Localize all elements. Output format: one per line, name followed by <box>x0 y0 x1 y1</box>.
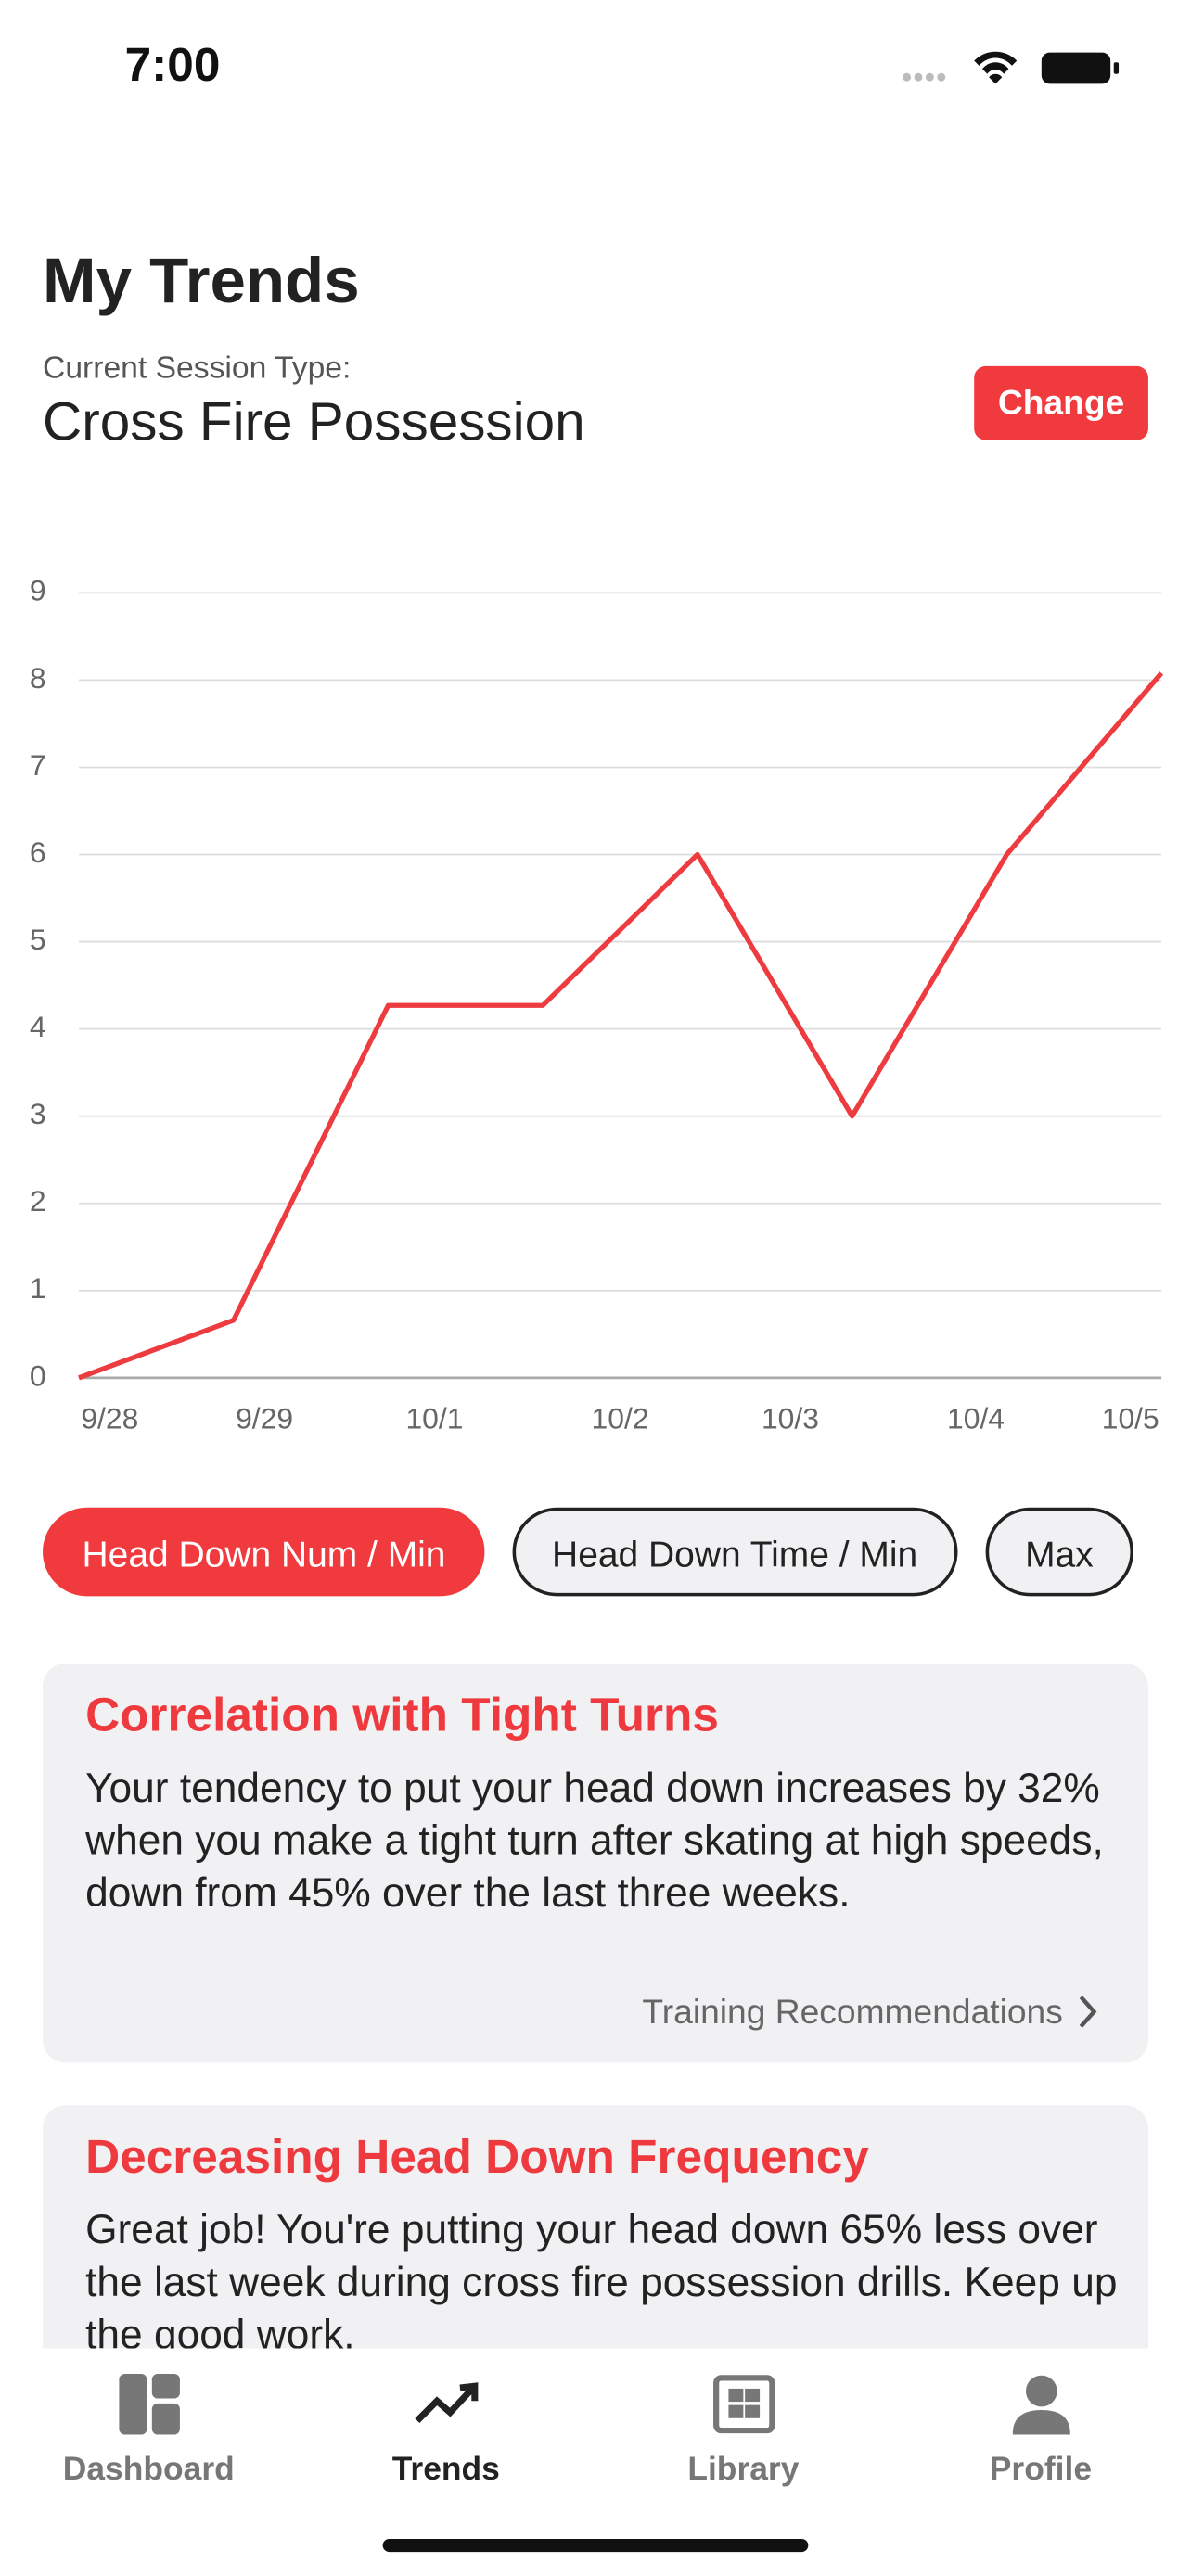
chevron-path <box>1079 1996 1097 2028</box>
metric-chip[interactable]: Head Down Num / Min <box>43 1507 485 1597</box>
icon <box>712 2375 775 2434</box>
icon <box>118 2373 180 2435</box>
status-icons <box>903 51 1120 84</box>
metric-chips: Head Down Num / Min Head Down Time / Min M… <box>0 1506 1191 1604</box>
metric-chip[interactable]: Max <box>985 1507 1133 1597</box>
tab-trends[interactable]: Trends <box>298 2349 596 2490</box>
x-tick-label: 9/29 <box>236 1401 293 1435</box>
tab-bar: Dashboard Trends Library Profile <box>0 2348 1191 2576</box>
tab-label: Trends <box>391 2452 500 2489</box>
card-link[interactable]: Training Recommendations <box>642 1993 1063 2032</box>
y-tick-label: 1 <box>30 1271 46 1305</box>
page-title: My Trends <box>43 246 360 317</box>
session-label: Current Session Type: <box>43 351 352 387</box>
y-tick-label: 2 <box>30 1184 46 1218</box>
card-title: Decreasing Head Down Frequency <box>85 2131 869 2185</box>
x-tick-label: 10/4 <box>947 1401 1005 1435</box>
card-title: Correlation with Tight Turns <box>85 1690 719 1743</box>
tab-dashboard[interactable]: Dashboard <box>0 2349 298 2490</box>
y-tick-label: 8 <box>30 661 46 695</box>
y-tick-label: 7 <box>30 748 46 782</box>
icon <box>1011 2375 1069 2435</box>
y-tick-label: 9 <box>30 574 46 607</box>
session-type: Cross Fire Possession <box>43 390 585 453</box>
chart: 0 1 2 3 4 5 6 7 8 9 9/28 9/29 10/1 10/2 10/3 10/4 10/5 <box>30 574 1164 1435</box>
x-tick-label: 10/1 <box>405 1401 463 1435</box>
insight-card: Correlation with Tight Turns Your tendenc… <box>43 1664 1148 2063</box>
x-tick-label: 10/5 <box>1102 1401 1159 1435</box>
x-tick-label: 10/2 <box>592 1401 649 1435</box>
line-series <box>78 671 1164 1381</box>
card-body: Great job! You're putting your head down… <box>85 2207 1118 2359</box>
chevron <box>1079 1996 1097 2028</box>
tab-library[interactable]: Library <box>595 2349 892 2490</box>
status-time: 7:00 <box>124 39 221 93</box>
y-tick-label: 0 <box>30 1358 46 1392</box>
tab-profile[interactable]: Profile <box>892 2349 1190 2490</box>
metric-chip[interactable]: Head Down Time / Min <box>512 1507 957 1597</box>
y-tick-label: 3 <box>30 1097 46 1130</box>
x-tick-label: 9/28 <box>81 1401 138 1435</box>
icon <box>414 2382 478 2423</box>
tab-label: Library <box>687 2452 800 2489</box>
y-tick-label: 4 <box>30 1010 46 1043</box>
y-tick-label: 5 <box>30 923 46 956</box>
tab-label: Dashboard <box>62 2452 235 2489</box>
home-indicator <box>382 2538 809 2553</box>
y-tick-label: 6 <box>30 835 46 869</box>
card-body: Your tendency to put your head down incr… <box>85 1765 1104 1917</box>
x-tick-label: 10/3 <box>762 1401 819 1435</box>
change-button[interactable]: Change <box>974 365 1148 440</box>
tab-label: Profile <box>989 2452 1093 2489</box>
